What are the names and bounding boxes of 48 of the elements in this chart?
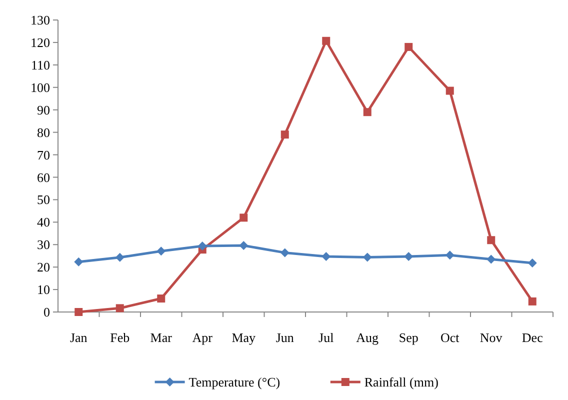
- y-tick-label: 30: [37, 237, 50, 252]
- point: [528, 297, 536, 306]
- y-tick-label: 0: [44, 304, 50, 320]
- point: [280, 130, 289, 139]
- point: [156, 246, 166, 256]
- x-tick-label: Sep: [398, 330, 418, 345]
- y-tick-label: 120: [30, 35, 50, 50]
- point: [198, 241, 207, 250]
- y-tick-label: 70: [37, 147, 50, 162]
- point: [404, 42, 413, 51]
- point: [280, 248, 290, 258]
- x-tick-label: Apr: [192, 330, 214, 345]
- x-tick-label: Oct: [440, 330, 460, 345]
- point: [446, 86, 454, 95]
- y-tick-label: 80: [37, 124, 50, 140]
- point: [240, 214, 248, 222]
- y-tick-label: 110: [30, 57, 50, 72]
- point: [487, 236, 496, 244]
- point: [74, 308, 83, 316]
- y-tick-label: 130: [30, 12, 50, 28]
- point: [528, 258, 537, 268]
- x-tick-label: Feb: [110, 330, 130, 345]
- point: [74, 257, 84, 266]
- x-tick-label: Jan: [70, 330, 88, 345]
- x-tick-label: Mar: [150, 330, 173, 345]
- x-tick-label: Jun: [276, 330, 294, 345]
- y-tick-label: 60: [37, 170, 50, 185]
- y-tick-label: 40: [37, 214, 50, 230]
- y-tick-label: 90: [37, 102, 50, 118]
- point: [115, 252, 124, 262]
- y-tick-label: 20: [37, 260, 50, 275]
- x-tick-label: Dec: [522, 330, 544, 345]
- x-tick-label: Jul: [318, 330, 334, 345]
- point: [322, 36, 330, 45]
- point: [486, 254, 496, 264]
- legend-label: Temperature (°C): [188, 374, 280, 390]
- y-tick-label: 10: [37, 282, 50, 298]
- legend-label: Rainfall (mm): [364, 374, 438, 390]
- point: [157, 294, 166, 303]
- point: [362, 252, 372, 262]
- x-tick-label: Aug: [356, 330, 380, 345]
- y-tick-label: 50: [37, 192, 50, 208]
- x-tick-label: May: [232, 330, 256, 345]
- x-tick-label: Nov: [480, 330, 503, 345]
- point: [116, 304, 124, 312]
- y-tick-label: 100: [30, 80, 50, 95]
- point: [239, 241, 248, 250]
- point: [363, 108, 372, 116]
